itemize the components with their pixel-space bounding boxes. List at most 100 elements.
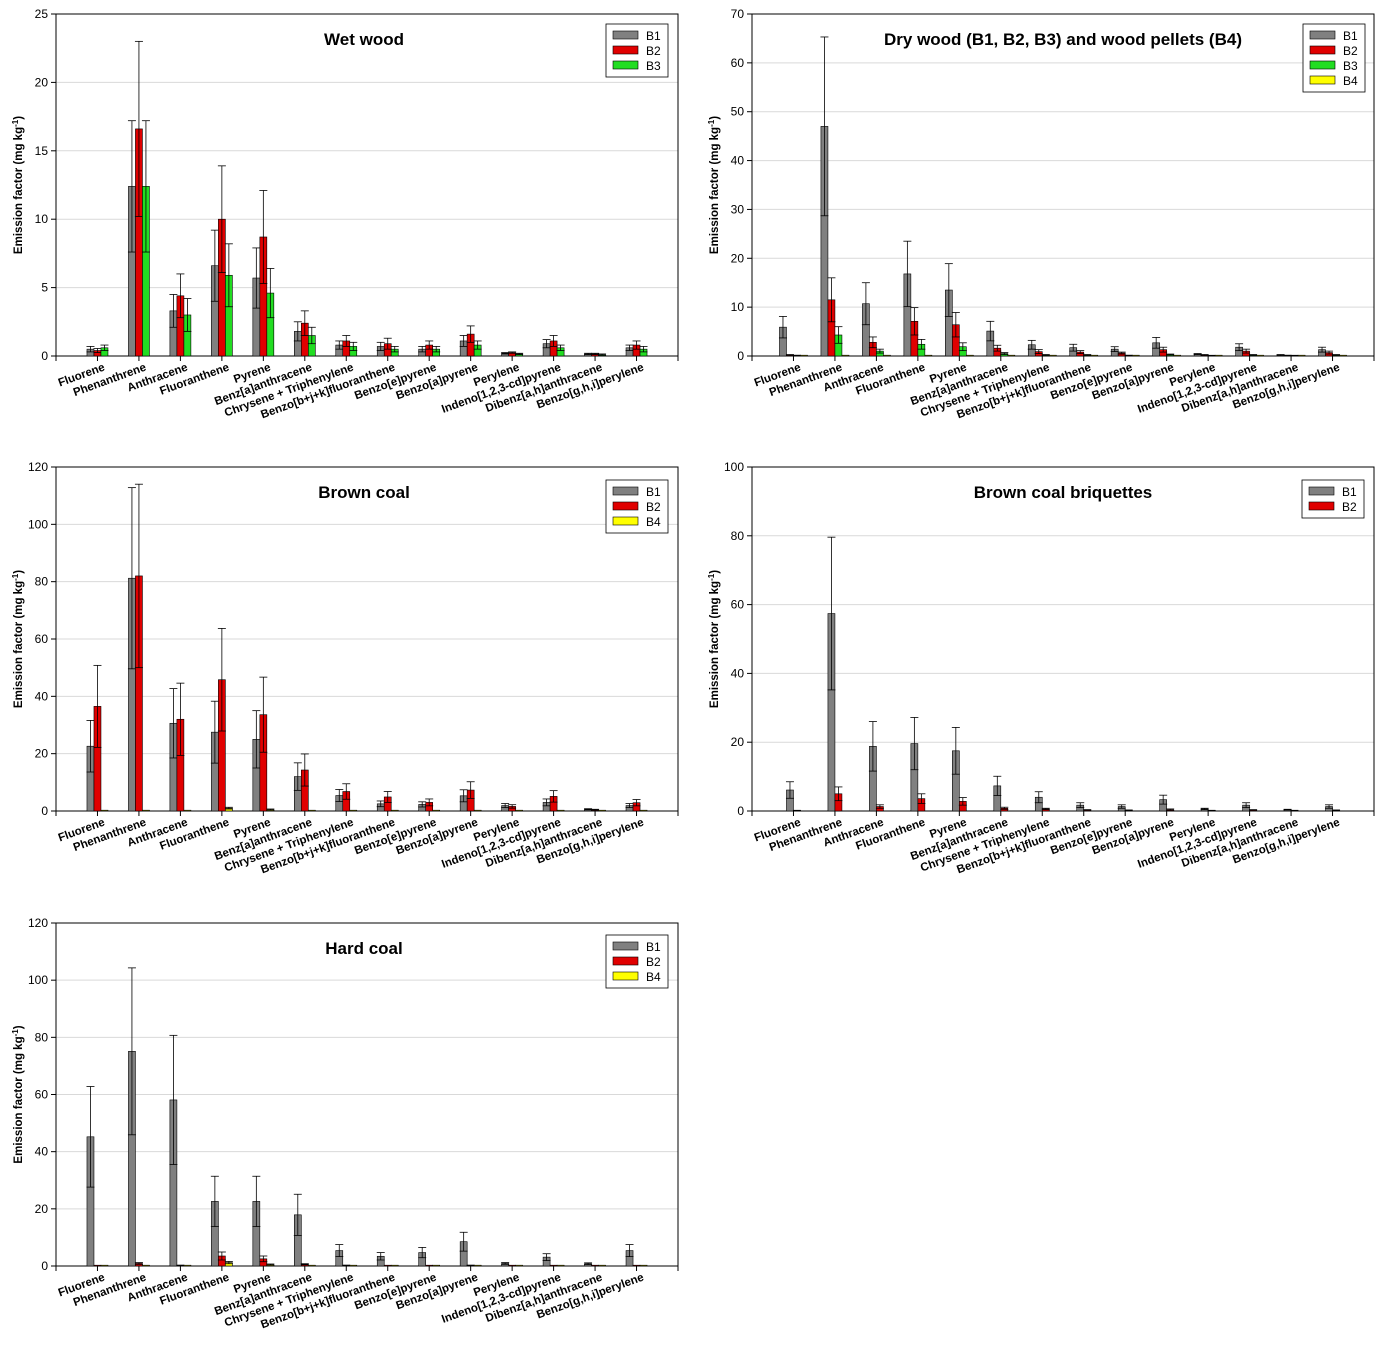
bar-B4-13 xyxy=(1297,354,1306,357)
bar-B4-9 xyxy=(432,809,441,812)
y-tick-label: 20 xyxy=(731,251,745,265)
y-tick-label: 120 xyxy=(28,460,48,474)
bar-B2-14 xyxy=(632,1264,641,1267)
bar-B4-11 xyxy=(515,1264,523,1267)
bar-B4-8 xyxy=(390,809,399,812)
y-tick-label: 5 xyxy=(41,281,48,295)
legend-swatch xyxy=(1309,45,1336,55)
bar-B4-12 xyxy=(1256,354,1264,357)
legend-box xyxy=(1301,479,1365,519)
chart-title: Brown coal xyxy=(318,483,410,502)
legend-label: B1 xyxy=(1342,485,1357,499)
y-tick-label: 20 xyxy=(35,1202,49,1216)
bar-B4-3 xyxy=(183,809,192,812)
legend-swatch xyxy=(612,60,639,70)
legend-label: B2 xyxy=(646,955,661,969)
bar-B4-14 xyxy=(1339,354,1347,357)
legend-swatch xyxy=(612,956,639,966)
bar-B4-10 xyxy=(473,809,482,812)
bar-B2-9 xyxy=(425,1264,434,1267)
bar-B4-10 xyxy=(473,1264,482,1267)
y-axis-label: Emission factor (mg kg-1) xyxy=(707,116,722,254)
plot-frame xyxy=(55,13,679,357)
bar-B4-1 xyxy=(100,1264,109,1267)
plot-frame xyxy=(751,13,1375,357)
y-tick-label: 40 xyxy=(35,689,49,703)
bar-B4-7 xyxy=(349,1264,358,1267)
bar-B4-4 xyxy=(924,354,933,357)
bar-B4-8 xyxy=(1090,354,1099,357)
chart-panel-4: 020406080100FluorenePhenanthreneAnthrace… xyxy=(707,460,1375,876)
y-tick-label: 40 xyxy=(35,1145,49,1159)
bar-B4-2 xyxy=(142,1264,150,1267)
y-tick-label: 60 xyxy=(731,598,745,612)
bar-B4-13 xyxy=(598,1264,606,1267)
bar-B2-8 xyxy=(383,1264,392,1267)
y-tick-label: 25 xyxy=(35,7,49,21)
legend-swatch xyxy=(1309,60,1336,70)
legend-swatch xyxy=(612,501,639,511)
legend-label: B2 xyxy=(646,44,661,58)
y-tick-label: 20 xyxy=(35,75,49,89)
y-tick-label: 15 xyxy=(35,144,49,158)
legend-label: B1 xyxy=(646,29,661,43)
legend-label: B1 xyxy=(646,485,661,499)
y-tick-label: 100 xyxy=(724,460,744,474)
y-axis-label: Emission factor (mg kg-1) xyxy=(11,570,26,708)
bar-B4-7 xyxy=(1048,354,1057,357)
legend-swatch xyxy=(1309,30,1336,40)
y-tick-label: 80 xyxy=(731,529,745,543)
bar-B4-6 xyxy=(1007,354,1016,357)
legend-label: B3 xyxy=(1343,59,1358,73)
bar-B4-9 xyxy=(1131,354,1140,357)
y-tick-label: 100 xyxy=(28,517,48,531)
y-tick-label: 40 xyxy=(731,666,745,680)
chart-panel-5: 020406080100120FluorenePhenanthreneAnthr… xyxy=(11,916,679,1331)
bar-B4-2 xyxy=(142,809,150,812)
y-tick-label: 60 xyxy=(35,632,49,646)
y-tick-label: 0 xyxy=(41,804,48,818)
bar-B2-11 xyxy=(508,1264,516,1267)
y-tick-label: 0 xyxy=(41,1259,48,1273)
y-tick-label: 30 xyxy=(731,202,745,216)
y-axis-label: Emission factor (mg kg-1) xyxy=(11,116,26,254)
bar-B4-8 xyxy=(390,1264,399,1267)
chart-title: Hard coal xyxy=(325,939,402,958)
chart-title: Wet wood xyxy=(324,30,404,49)
bar-B4-12 xyxy=(556,809,565,812)
bar-B4-1 xyxy=(800,354,808,357)
bar-B2-13 xyxy=(591,1264,599,1267)
plot-frame xyxy=(751,466,1375,812)
bar-B2-12 xyxy=(549,1264,558,1267)
y-axis-label: Emission factor (mg kg-1) xyxy=(707,570,722,708)
legend-label: B3 xyxy=(646,59,661,73)
legend-label: B4 xyxy=(646,970,661,984)
y-tick-label: 0 xyxy=(737,349,744,363)
y-tick-label: 60 xyxy=(731,56,745,70)
legend-label: B1 xyxy=(646,940,661,954)
chart-panel-3: 020406080100120FluorenePhenanthreneAnthr… xyxy=(11,460,679,876)
legend-swatch xyxy=(612,971,639,981)
bar-B4-5 xyxy=(966,354,974,357)
legend-swatch xyxy=(612,30,639,40)
y-tick-label: 20 xyxy=(35,747,49,761)
bar-B4-11 xyxy=(515,809,523,812)
legend-swatch xyxy=(612,486,639,496)
y-tick-label: 70 xyxy=(731,7,745,21)
y-tick-label: 100 xyxy=(28,973,48,987)
bar-B4-2 xyxy=(841,354,850,357)
legend-swatch xyxy=(1308,486,1335,496)
bar-B4-10 xyxy=(1173,354,1181,357)
y-tick-label: 10 xyxy=(35,212,49,226)
legend-swatch xyxy=(1308,501,1335,511)
chart-panel-2: 010203040506070FluorenePhenanthreneAnthr… xyxy=(707,7,1375,421)
legend-label: B1 xyxy=(1343,29,1358,43)
legend-swatch xyxy=(612,941,639,951)
chart-title: Brown coal briquettes xyxy=(974,483,1153,502)
